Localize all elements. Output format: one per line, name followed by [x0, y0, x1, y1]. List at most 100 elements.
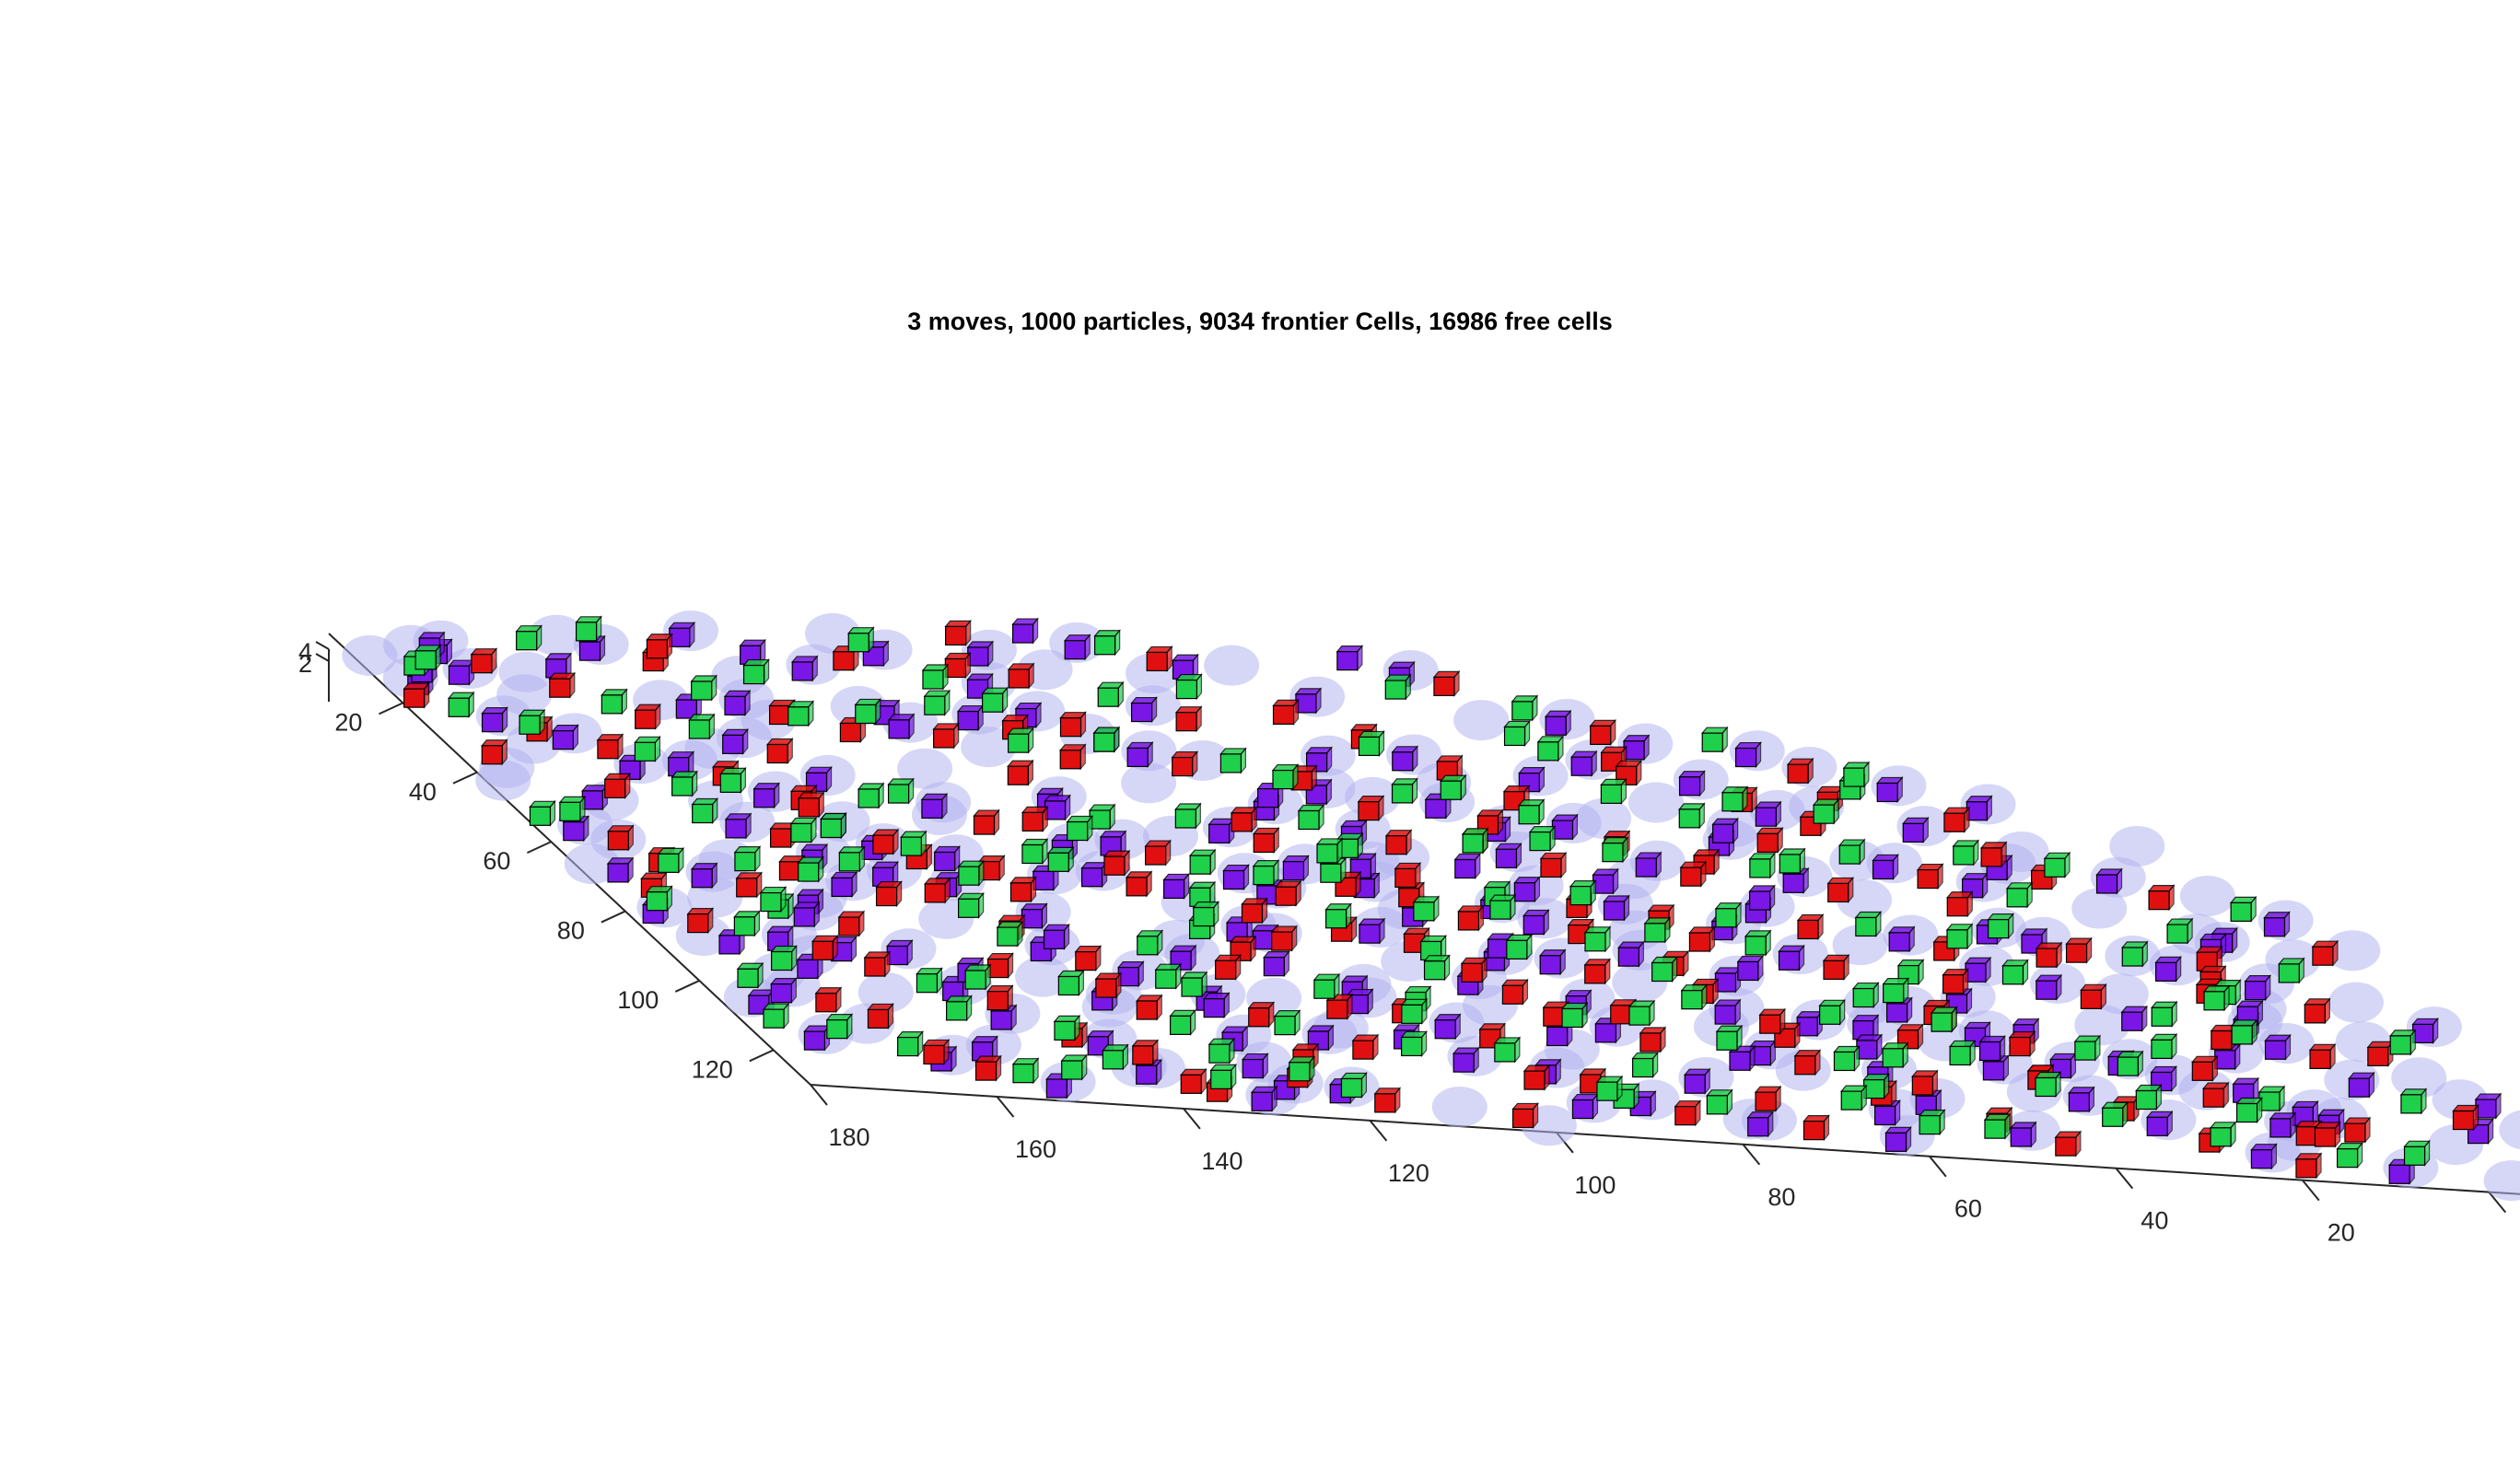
frontier-green-marker: [519, 715, 541, 735]
frontier-red-marker: [839, 722, 862, 743]
particle-marker: [2388, 1164, 2410, 1184]
frontier-red-marker: [2452, 1110, 2475, 1131]
particle-marker: [1594, 1023, 1616, 1043]
frontier-red-marker: [2309, 1049, 2331, 1069]
frontier-green-marker: [1779, 854, 1801, 874]
particle-marker: [691, 868, 713, 889]
particle-marker: [1796, 1017, 1818, 1037]
frontier-red-marker: [986, 991, 1009, 1011]
x-tick-mark: [810, 1084, 828, 1106]
frontier-green-marker: [922, 669, 944, 690]
free-cell-halo: [342, 634, 398, 676]
frontier-green-marker: [858, 788, 880, 808]
free-cell-halo: [2328, 982, 2384, 1023]
x-tick-mark: [1742, 1144, 1761, 1166]
frontier-green-marker: [997, 926, 1019, 947]
particle-marker: [1884, 1132, 1908, 1152]
frontier-green-marker: [1210, 1069, 1232, 1089]
particle-marker: [990, 1010, 1012, 1030]
particle-marker: [1434, 1019, 1456, 1040]
frontier-red-marker: [974, 1061, 998, 1081]
free-cell-halo: [2483, 1160, 2520, 1202]
frontier-green-marker: [1316, 843, 1338, 864]
particle-marker: [1454, 858, 1476, 879]
particle-marker: [1902, 822, 1924, 843]
frontier-green-marker: [2203, 991, 2225, 1011]
frontier-green-marker: [1632, 1057, 1654, 1078]
free-cell-halo: [1431, 1087, 1488, 1128]
y-tick-mark: [749, 1049, 775, 1063]
frontier-red-marker: [2009, 1036, 2031, 1057]
frontier-green-marker: [1423, 960, 1446, 981]
particle-marker: [2412, 1023, 2434, 1044]
x-tick-label: 140: [1201, 1147, 1242, 1175]
frontier-red-marker: [766, 743, 788, 764]
frontier-green-marker: [688, 719, 710, 739]
particle-marker: [770, 983, 792, 1004]
free-cell-halo: [858, 971, 914, 1013]
frontier-green-marker: [2135, 1089, 2157, 1111]
frontier-green-marker: [916, 973, 939, 994]
x-tick-label: 160: [1015, 1135, 1056, 1163]
x-tick-label: 60: [1954, 1195, 1982, 1223]
particle-marker: [1130, 702, 1153, 723]
frontier-green-marker: [1193, 906, 1215, 927]
particle-marker: [2155, 961, 2177, 983]
frontier-green-marker: [820, 818, 842, 839]
frontier-red-marker: [1917, 868, 1939, 890]
frontier-green-marker: [1518, 805, 1540, 825]
particle-marker: [1734, 747, 1757, 768]
particle-marker: [448, 665, 471, 685]
frontier-green-marker: [737, 968, 759, 988]
frontier-red-marker: [768, 704, 791, 726]
frontier-red-marker: [1215, 959, 1237, 980]
frontier-green-marker: [1313, 979, 1336, 999]
particle-marker: [1678, 776, 1701, 797]
frontier-red-marker: [1145, 845, 1167, 866]
frontier-green-marker: [1358, 736, 1381, 757]
particle-marker: [1856, 1040, 1878, 1060]
frontier-red-marker: [875, 886, 898, 907]
frontier-green-marker: [1602, 843, 1624, 863]
frontier-red-marker: [1911, 1076, 1933, 1096]
frontier-red-marker: [2191, 1061, 2213, 1081]
frontier-green-marker: [847, 633, 869, 653]
particle-marker: [1782, 873, 1804, 893]
frontier-red-marker: [1231, 812, 1253, 832]
particle-marker: [2475, 1099, 2497, 1119]
frontier-green-marker: [1272, 769, 1294, 790]
frontier-green-marker: [1391, 784, 1414, 804]
x-tick-label: 180: [828, 1123, 869, 1151]
particle-marker: [1222, 869, 1245, 890]
frontier-green-marker: [1384, 680, 1406, 700]
particle-marker: [1117, 967, 1139, 987]
frontier-green-marker: [1274, 1016, 1296, 1036]
frontier-red-marker: [2080, 989, 2102, 1009]
frontier-red-marker: [481, 745, 503, 765]
y-tick-label: 60: [483, 847, 510, 875]
frontier-green-marker: [1340, 1077, 1363, 1099]
frontier-red-marker: [944, 657, 966, 679]
frontier-green-marker: [1596, 1081, 1618, 1101]
frontier-green-marker: [1494, 1042, 1516, 1063]
particle-marker: [2214, 1050, 2236, 1070]
frontier-red-marker: [1543, 1006, 1565, 1027]
particle-marker: [1295, 693, 1317, 714]
particle-marker: [934, 851, 956, 872]
frontier-green-marker: [1057, 975, 1079, 996]
z-tick-label: 4: [298, 638, 312, 666]
frontier-red-marker: [1126, 877, 1148, 897]
frontier-red-marker: [2148, 890, 2170, 911]
particle-marker: [1487, 938, 1510, 959]
frontier-green-marker: [924, 695, 946, 715]
particle-marker: [1623, 740, 1645, 761]
frontier-red-marker: [778, 861, 801, 881]
frontier-green-marker: [1094, 635, 1116, 656]
frontier-green-marker: [1833, 1051, 1856, 1072]
frontier-red-marker: [1009, 882, 1032, 902]
particle-marker: [1729, 1051, 1751, 1071]
frontier-green-marker: [742, 664, 765, 685]
particle-marker: [1043, 929, 1066, 949]
frontier-red-marker: [1787, 763, 1809, 784]
frontier-red-marker: [1180, 1074, 1202, 1094]
